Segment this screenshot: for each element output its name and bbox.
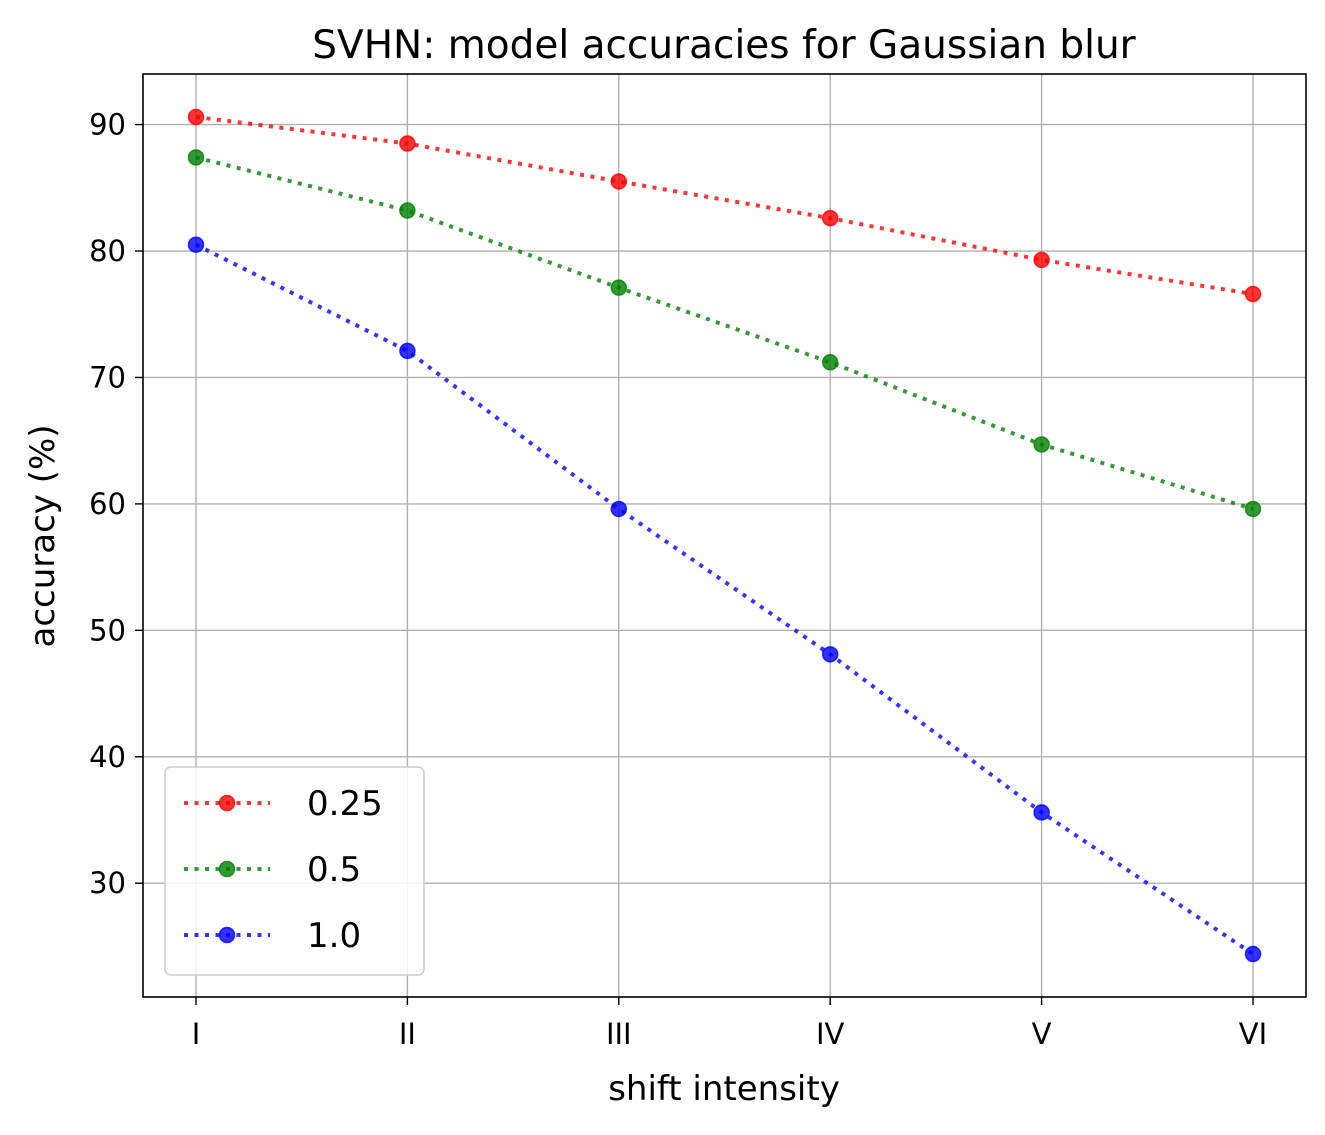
series-1.0: [187, 236, 1262, 963]
x-axis-label: shift intensity: [608, 1069, 840, 1109]
y-tick-label: 30: [89, 866, 126, 900]
data-point: [1033, 804, 1050, 821]
data-point: [1033, 251, 1050, 269]
series-0.25: [187, 108, 1262, 303]
legend-item-1.0: [184, 926, 270, 944]
legend-item-0.5: [184, 860, 270, 878]
x-tick-label: V: [1032, 1017, 1052, 1051]
y-tick-label: 40: [89, 740, 126, 774]
legend-marker: [218, 926, 236, 944]
data-point: [187, 236, 205, 253]
data-point: [187, 108, 205, 126]
y-tick-label: 80: [89, 234, 126, 268]
legend-label: 1.0: [307, 916, 361, 956]
y-tick-label: 90: [89, 108, 126, 142]
y-tick-label: 50: [89, 613, 126, 647]
series-line-1.0: [195, 242, 1255, 956]
data-point: [187, 149, 205, 166]
x-tick-label: I: [192, 1017, 201, 1051]
legend-marker: [218, 794, 236, 812]
data-point: [610, 173, 628, 190]
data-point: [399, 202, 416, 219]
data-point: [821, 646, 839, 663]
legend-label: 0.25: [307, 784, 383, 824]
x-tick-label: VI: [1239, 1017, 1267, 1051]
legend-marker: [218, 860, 236, 878]
x-tick-label: III: [606, 1017, 632, 1051]
data-point: [1244, 945, 1262, 963]
x-tick-label: IV: [816, 1017, 845, 1051]
legend-label: 0.5: [307, 850, 361, 890]
series-0.5: [187, 149, 1262, 518]
y-tick-label: 70: [89, 360, 126, 394]
data-point: [610, 500, 628, 518]
legend-item-0.25: [184, 794, 270, 812]
data-point: [821, 209, 839, 227]
legend: 0.25 0.5 1.0: [164, 766, 425, 976]
series-group: [187, 108, 1262, 963]
chart-title: SVHN: model accuracies for Gaussian blur: [312, 23, 1136, 68]
data-point: [399, 342, 416, 360]
series-line-0.25: [195, 115, 1254, 296]
x-tick-label: II: [399, 1017, 416, 1051]
plot-frame: [142, 73, 1307, 998]
data-point: [1244, 500, 1262, 518]
grid: [143, 74, 1306, 997]
data-point: [821, 354, 839, 371]
legend-frame: [164, 766, 425, 976]
y-tick-label: 60: [89, 487, 126, 521]
data-point: [610, 279, 628, 296]
y-axis-label: accuracy (%): [23, 424, 63, 647]
series-line-0.5: [195, 155, 1254, 511]
data-point: [1244, 285, 1262, 303]
data-point: [1033, 436, 1050, 453]
data-point: [399, 135, 416, 152]
